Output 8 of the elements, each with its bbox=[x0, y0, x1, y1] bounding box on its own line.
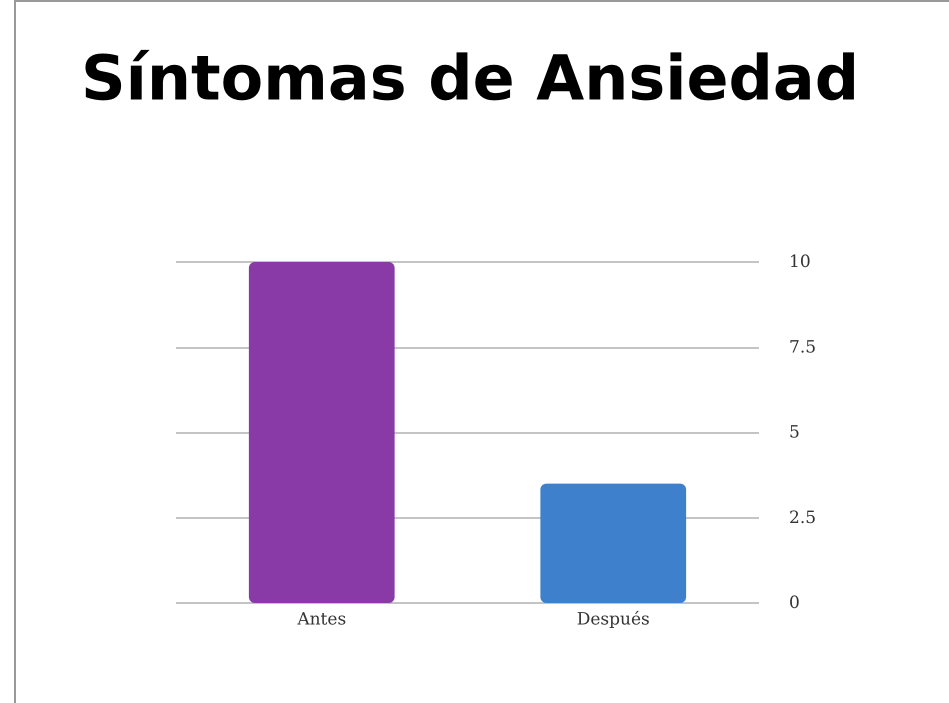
y-tick-label: 10 bbox=[789, 252, 811, 272]
chart-title: Síntomas de Ansiedad bbox=[81, 42, 860, 114]
x-tick-label: Después bbox=[576, 610, 650, 630]
y-tick-label: 5 bbox=[789, 422, 800, 442]
x-tick-label: Antes bbox=[296, 610, 346, 630]
y-tick-label: 2.5 bbox=[789, 508, 816, 528]
y-tick-label: 0 bbox=[789, 593, 800, 613]
y-tick-label: 7.5 bbox=[789, 337, 816, 358]
